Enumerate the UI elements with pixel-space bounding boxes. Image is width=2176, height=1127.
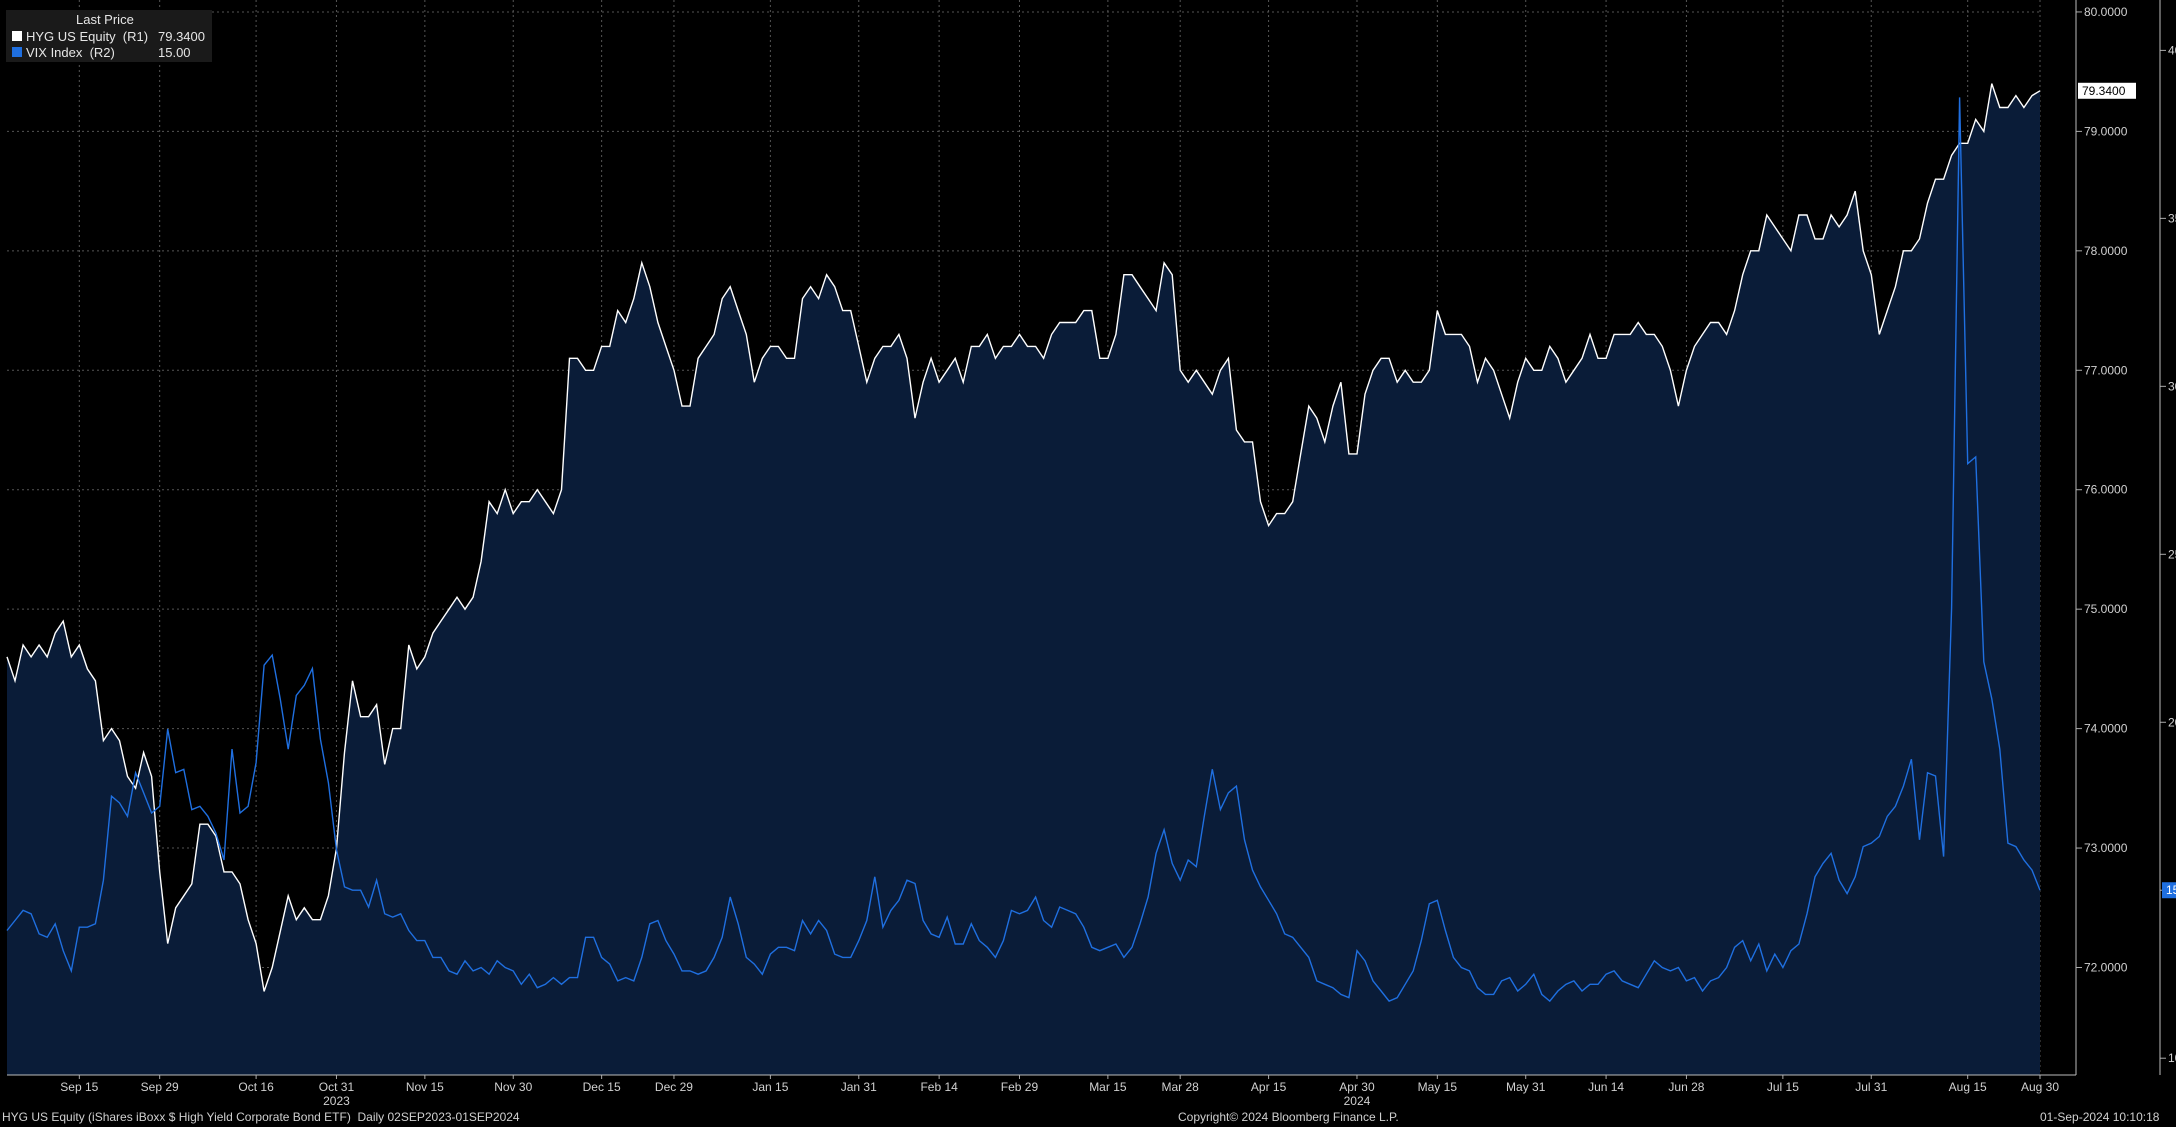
y1-axis-ticks: 72.0000 73.0000 74.0000 75.0000 76.0000 77.00… <box>2084 5 2128 975</box>
last-price-labels: 79.3400 15.00 <box>2078 82 2176 899</box>
y2-tick-label: 10 <box>2168 1051 2176 1065</box>
legend-label-vix: VIX Index (R2) <box>26 44 115 60</box>
x-tick-label: Sep 29 <box>141 1080 179 1094</box>
legend-label-hyg: HYG US Equity (R1) <box>26 28 149 44</box>
y1-tick-label: 74.0000 <box>2084 722 2128 736</box>
vix-last-label: 15.00 <box>2166 883 2176 897</box>
y2-tick-label: 35 <box>2168 211 2176 225</box>
x-tick-label: Apr 30 <box>1339 1080 1375 1094</box>
hyg-area <box>7 83 2040 1076</box>
y2-tick-label: 40 <box>2168 43 2176 57</box>
x-axis-ticks: Sep 15 Sep 29 Oct 16 Oct 31 Nov 15 Nov 30 Dec … <box>60 1080 2059 1108</box>
x-year-label: 2024 <box>1344 1094 1371 1108</box>
x-tick-label: Jun 28 <box>1668 1080 1704 1094</box>
hyg-line <box>6 83 2041 992</box>
x-tick-label: Jul 31 <box>1855 1080 1887 1094</box>
hyg-last-label: 79.3400 <box>2082 84 2126 98</box>
x-tick-label: Mar 28 <box>1162 1080 1200 1094</box>
x-tick-label: Jan 31 <box>841 1080 877 1094</box>
x-tick-label: Dec 29 <box>655 1080 693 1094</box>
y2-tick-label: 25 <box>2168 547 2176 561</box>
x-tick-label: Feb 14 <box>920 1080 958 1094</box>
y2-tick-label: 20 <box>2168 715 2176 729</box>
footer-description: HYG US Equity (iShares iBoxx $ High Yiel… <box>2 1110 520 1124</box>
footer-timestamp: 01-Sep-2024 10:10:18 <box>2040 1110 2160 1124</box>
x-tick-label: Oct 31 <box>319 1080 355 1094</box>
y1-tick-label: 77.0000 <box>2084 363 2128 377</box>
x-tick-label: Oct 16 <box>238 1080 274 1094</box>
x-tick-label: May 15 <box>1418 1080 1458 1094</box>
hyg-series <box>6 83 2041 1076</box>
legend-swatch-hyg <box>12 31 22 41</box>
footer-copyright: Copyright© 2024 Bloomberg Finance L.P. <box>1178 1110 1399 1124</box>
y1-tick-label: 75.0000 <box>2084 602 2128 616</box>
legend-swatch-vix <box>12 47 22 57</box>
x-tick-label: Aug 30 <box>2021 1080 2059 1094</box>
y1-tick-label: 72.0000 <box>2084 961 2128 975</box>
x-tick-label: Jun 14 <box>1588 1080 1624 1094</box>
x-tick-label: Jul 15 <box>1767 1080 1799 1094</box>
legend-value-vix: 15.00 <box>158 45 191 60</box>
legend-header: Last Price <box>76 12 134 27</box>
x-tick-label: Dec 15 <box>583 1080 621 1094</box>
legend-item-vix: VIX Index (R2) <box>12 44 115 60</box>
x-tick-label: Nov 30 <box>494 1080 532 1094</box>
vix-series <box>6 97 2041 1003</box>
axes <box>7 0 2166 1079</box>
x-tick-label: Feb 29 <box>1001 1080 1039 1094</box>
y1-tick-label: 76.0000 <box>2084 483 2128 497</box>
x-tick-label: Aug 15 <box>1949 1080 1987 1094</box>
x-tick-label: Sep 15 <box>60 1080 98 1094</box>
x-tick-label: Apr 15 <box>1251 1080 1287 1094</box>
y1-tick-label: 73.0000 <box>2084 841 2128 855</box>
y1-tick-label: 80.0000 <box>2084 5 2128 19</box>
x-tick-label: Jan 15 <box>752 1080 788 1094</box>
legend: Last Price HYG US Equity (R1) 79.3400 VI… <box>6 10 212 62</box>
y1-tick-label: 78.0000 <box>2084 244 2128 258</box>
x-tick-label: Nov 15 <box>406 1080 444 1094</box>
x-year-label: 2023 <box>323 1094 350 1108</box>
hyg-last-label-box <box>2078 82 2136 99</box>
vix-last-label-box <box>2162 882 2176 899</box>
y2-axis-ticks: 10152025303540 <box>2168 43 2176 1065</box>
y2-tick-label: 30 <box>2168 379 2176 393</box>
x-tick-label: May 31 <box>1506 1080 1546 1094</box>
x-tick-label: Mar 15 <box>1089 1080 1127 1094</box>
y1-tick-label: 79.0000 <box>2084 124 2128 138</box>
legend-item-hyg: HYG US Equity (R1) <box>12 28 148 44</box>
legend-value-hyg: 79.3400 <box>158 29 205 44</box>
vix-line <box>6 97 2041 1003</box>
